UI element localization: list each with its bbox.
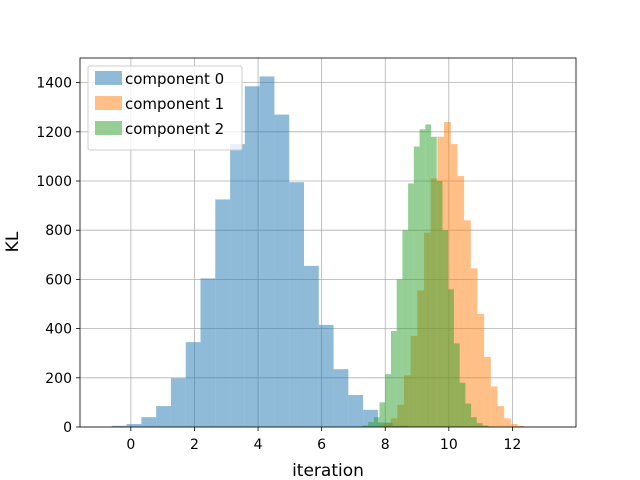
histogram-bar <box>215 199 231 427</box>
ticks-layer: 0 2 4 6 8 10 12 0 200 400 600 800 1000 1200 1400 <box>36 76 521 453</box>
histogram-bar <box>517 426 525 427</box>
histogram-bar <box>431 136 437 427</box>
histogram-bar <box>504 418 511 427</box>
histogram-bar <box>289 182 304 427</box>
y-tick-label: 1000 <box>36 174 72 190</box>
histogram-bar <box>303 265 319 427</box>
histogram-bar <box>333 369 349 427</box>
y-tick-label: 400 <box>45 322 72 338</box>
legend-swatch <box>95 121 122 135</box>
histogram-bar <box>348 395 364 427</box>
histogram-bar <box>126 424 142 427</box>
histogram-bar <box>230 144 245 427</box>
histogram-bar <box>425 124 432 428</box>
histogram-bar <box>457 176 465 427</box>
legend-frame <box>87 65 243 151</box>
bars-layer <box>111 76 525 428</box>
histogram-bar <box>156 406 171 427</box>
histogram-bar <box>244 86 260 427</box>
histogram-bar <box>448 289 454 427</box>
histogram-bar <box>373 417 380 427</box>
histogram-bar <box>436 181 443 427</box>
plot-frame <box>79 57 577 428</box>
x-tick-label: 0 <box>126 437 135 453</box>
histogram-bar <box>470 268 478 427</box>
histogram-bar <box>450 144 458 427</box>
histogram-bar <box>442 230 449 427</box>
histogram-bar <box>464 220 471 427</box>
x-tick-label: 6 <box>317 437 326 453</box>
x-tick-label: 12 <box>503 437 521 453</box>
histogram-bar <box>362 425 369 427</box>
histogram-bar <box>200 278 216 427</box>
histogram-bar <box>477 313 485 427</box>
legend-swatch <box>95 71 122 85</box>
histogram-bar <box>408 183 414 427</box>
histogram-bar <box>318 324 334 427</box>
legend-label: component 0 <box>125 70 224 88</box>
y-axis-label: KL <box>3 231 23 252</box>
y-tick-label: 1200 <box>36 125 72 141</box>
histogram-bar <box>111 425 127 427</box>
histogram-bar <box>413 146 420 427</box>
x-tick-label: 8 <box>381 437 390 453</box>
series-2-bars <box>356 124 494 428</box>
legend: component 0 component 1 component 2 <box>87 65 243 151</box>
y-tick-label: 800 <box>45 223 72 239</box>
histogram-bar <box>484 356 491 427</box>
legend-label: component 1 <box>125 95 224 113</box>
histogram-bar <box>396 279 403 427</box>
legend-swatch <box>95 96 122 110</box>
x-tick-label: 10 <box>440 437 458 453</box>
x-tick-label: 4 <box>254 437 263 453</box>
legend-label: component 2 <box>125 120 224 138</box>
histogram-bar <box>141 417 157 427</box>
histogram-bar <box>482 425 489 427</box>
histogram-bar <box>453 343 460 427</box>
histogram-bar <box>385 374 391 427</box>
histogram-bar <box>274 114 290 427</box>
histogram-bar <box>390 331 397 427</box>
histogram-bar <box>170 378 186 427</box>
series-0-bars <box>111 76 408 427</box>
histogram-bar <box>185 342 201 427</box>
x-tick-label: 2 <box>190 437 199 453</box>
y-tick-label: 0 <box>63 420 72 436</box>
histogram-bar <box>379 402 386 427</box>
histogram-bar <box>259 76 275 427</box>
histogram-bar <box>510 424 518 427</box>
histogram-bar <box>402 230 409 427</box>
y-tick-label: 1400 <box>36 76 72 92</box>
histogram-bar <box>459 382 466 427</box>
histogram-bar <box>476 423 483 427</box>
y-tick-label: 600 <box>45 272 72 288</box>
y-tick-label: 200 <box>45 371 72 387</box>
histogram-bar <box>490 386 498 427</box>
histogram-bar <box>419 129 426 427</box>
histogram-bar <box>465 403 472 427</box>
histogram-bar <box>368 422 374 427</box>
x-axis-label: iteration <box>292 461 364 480</box>
histogram-bar <box>471 417 477 427</box>
histogram-bar <box>497 406 505 427</box>
